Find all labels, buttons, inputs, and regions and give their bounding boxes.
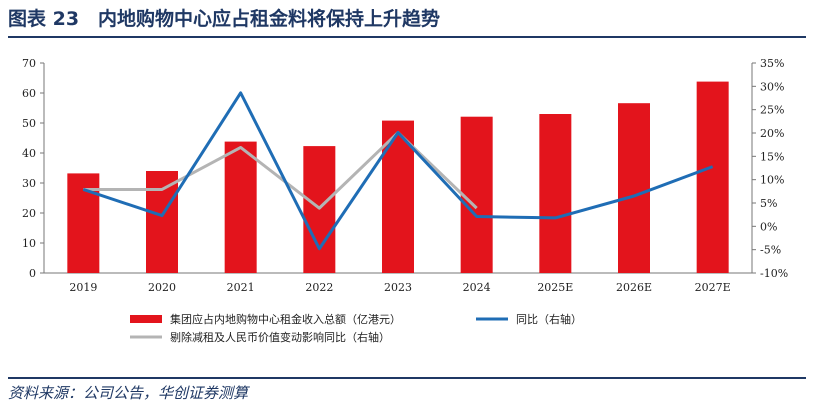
bar bbox=[539, 114, 572, 273]
yoy-line bbox=[82, 91, 714, 251]
x-tick-label: 2019 bbox=[69, 281, 97, 294]
bar bbox=[146, 171, 178, 273]
right-tick-label: 35% bbox=[760, 57, 784, 70]
right-tick-label: -10% bbox=[760, 267, 788, 280]
source-note: 资料来源：公司公告，华创证券测算 bbox=[8, 384, 249, 402]
figure-title: 图表 23 内地购物中心应占租金料将保持上升趋势 bbox=[8, 8, 441, 30]
left-tick-label: 50 bbox=[22, 117, 36, 130]
x-tick-label: 2025E bbox=[537, 281, 573, 294]
x-tick-label: 2021 bbox=[227, 281, 255, 294]
left-tick-label: 20 bbox=[22, 207, 36, 220]
line-series bbox=[82, 91, 714, 251]
legend-swatch-bar bbox=[130, 315, 162, 323]
legend-label-bar: 集团应占内地购物中心租金收入总额（亿港元） bbox=[170, 312, 401, 326]
right-tick-label: -5% bbox=[760, 244, 781, 257]
right-tick-label: 10% bbox=[760, 174, 784, 187]
right-tick-label: 20% bbox=[760, 127, 784, 140]
right-tick-label: 5% bbox=[760, 197, 777, 210]
right-tick-label: 15% bbox=[760, 150, 784, 163]
left-tick-label: 0 bbox=[29, 267, 36, 280]
left-tick-label: 60 bbox=[22, 87, 36, 100]
bar-series bbox=[67, 81, 729, 273]
x-tick-label: 2023 bbox=[384, 281, 412, 294]
legend-label-adjusted: 剔除减租及人民币价值变动影响同比（右轴） bbox=[170, 330, 390, 344]
left-tick-label: 30 bbox=[22, 177, 36, 190]
left-tick-label: 40 bbox=[22, 147, 36, 160]
left-tick-label: 70 bbox=[22, 57, 36, 70]
bar bbox=[224, 141, 257, 273]
title-divider bbox=[8, 36, 806, 38]
right-tick-label: 25% bbox=[760, 104, 784, 117]
x-tick-label: 2026E bbox=[616, 281, 652, 294]
right-tick-label: 0% bbox=[760, 220, 777, 233]
x-tick-label: 2022 bbox=[305, 281, 333, 294]
tick-labels: 0 10 20 30 40 50 60 70 -10% -5% 0% 5% 10% 15% 20% 25% 30… bbox=[22, 57, 788, 294]
source-divider bbox=[8, 377, 806, 379]
bar bbox=[696, 81, 729, 273]
legend: 集团应占内地购物中心租金收入总额（亿港元） 同比（右轴） 剔除减租及人民币价值变动影… bbox=[130, 312, 582, 344]
chart: 0 10 20 30 40 50 60 70 -10% -5% 0% 5% 10% 15% 20% 25% 30… bbox=[22, 57, 788, 344]
right-tick-label: 30% bbox=[760, 80, 784, 93]
x-tick-label: 2024 bbox=[463, 281, 491, 294]
bar bbox=[618, 103, 650, 273]
x-tick-label: 2020 bbox=[148, 281, 176, 294]
x-tick-label: 2027E bbox=[695, 281, 731, 294]
bar bbox=[460, 116, 493, 273]
legend-label-yoy: 同比（右轴） bbox=[516, 312, 582, 326]
left-tick-label: 10 bbox=[22, 237, 36, 250]
